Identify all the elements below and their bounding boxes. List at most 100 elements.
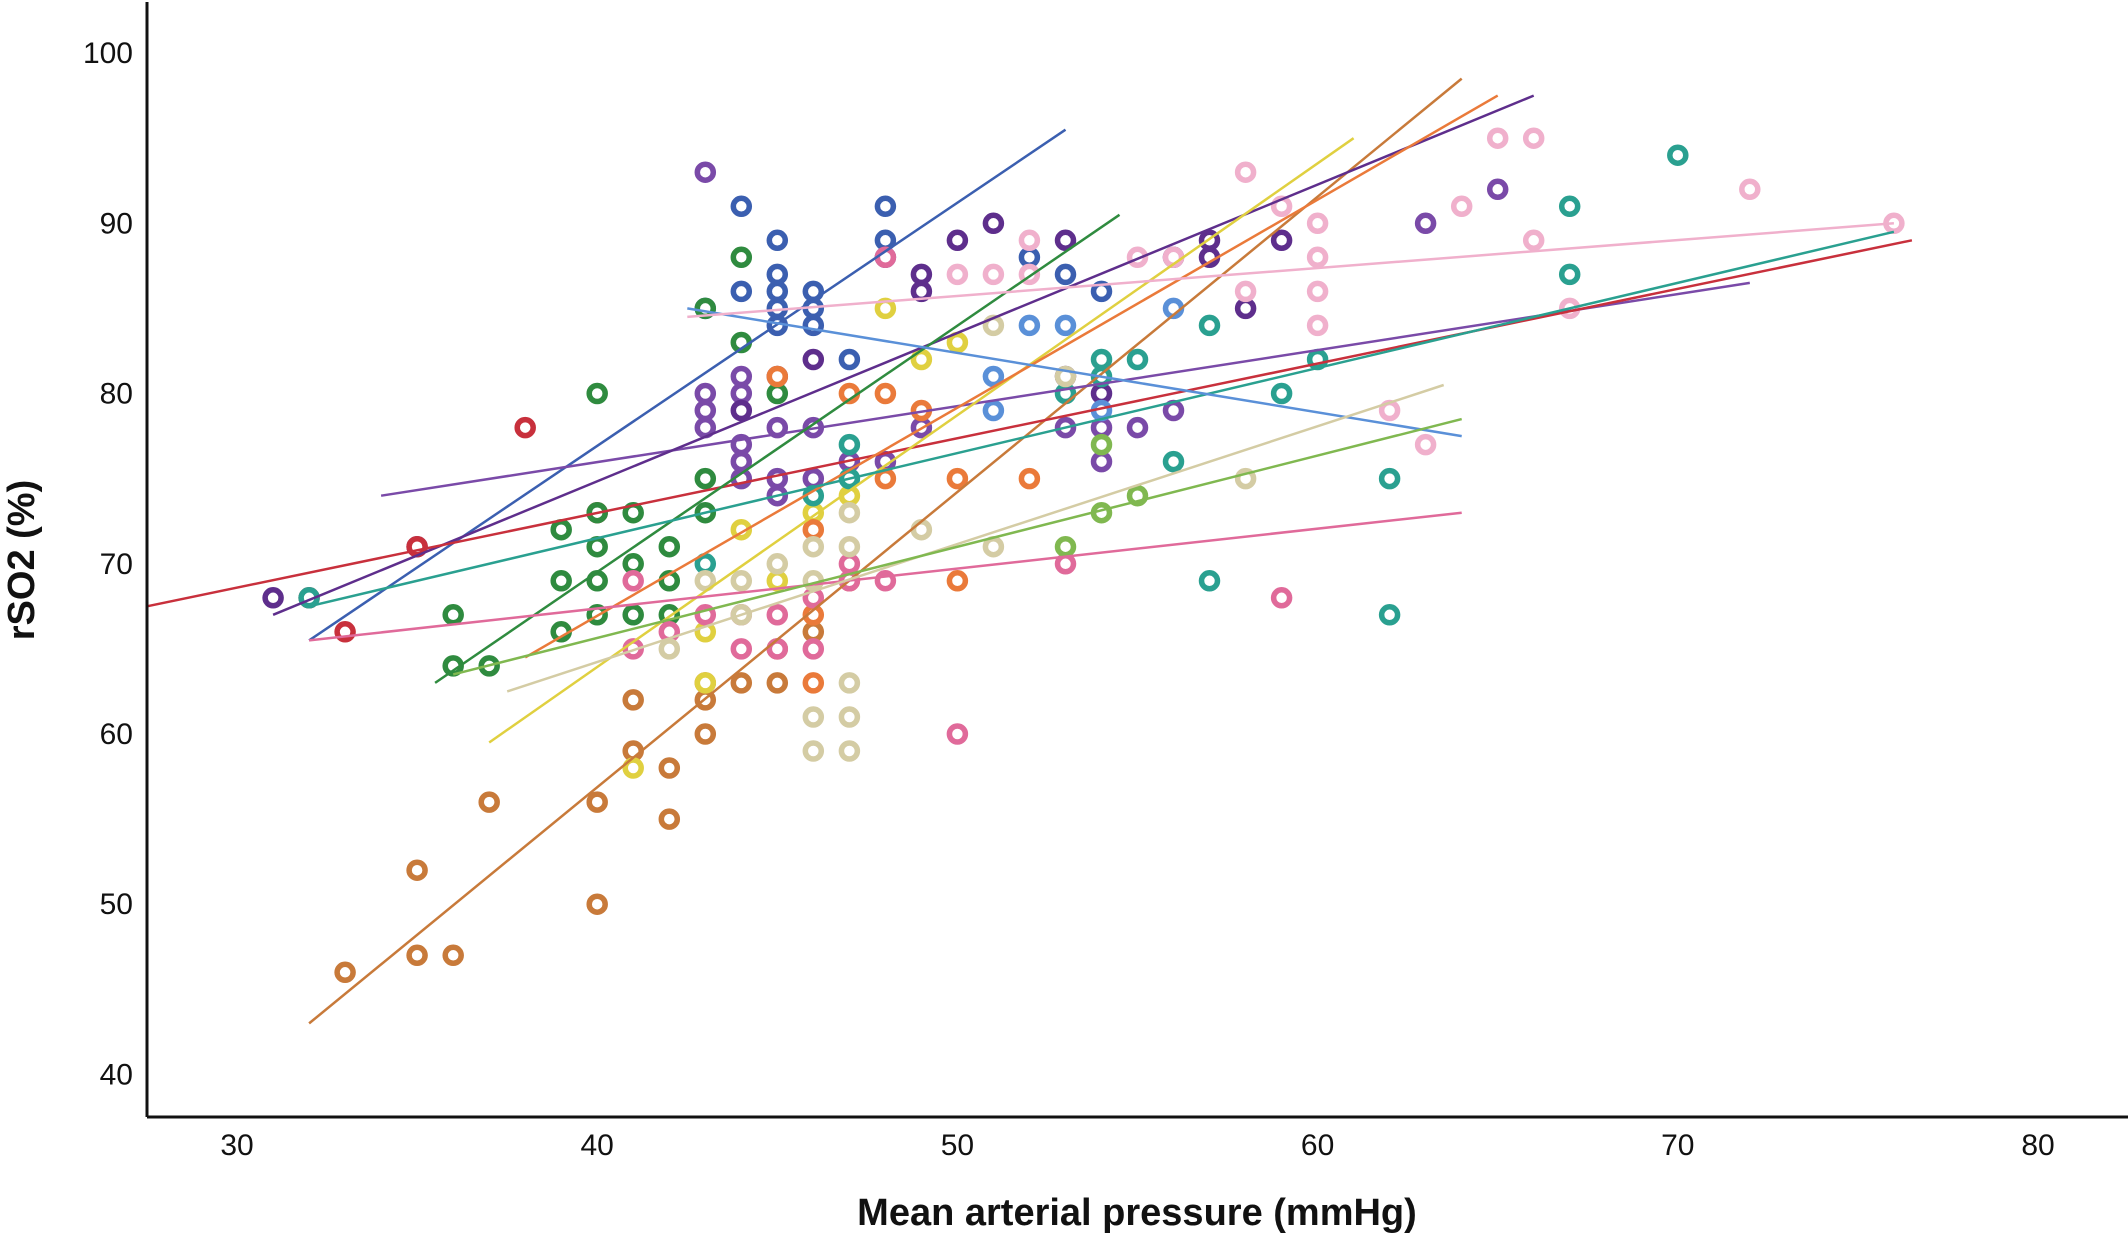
data-point: [802, 706, 825, 728]
data-point: [838, 501, 861, 524]
data-point: [1018, 229, 1041, 252]
data-point: [1198, 570, 1221, 592]
x-tick-label: 40: [581, 1129, 614, 1162]
series-9-fit-line: [308, 230, 1895, 608]
data-point: [766, 365, 789, 388]
series-13-points: [658, 314, 1257, 762]
data-point: [1090, 450, 1113, 473]
data-point: [1667, 144, 1689, 166]
data-point: [406, 859, 428, 881]
data-point: [838, 553, 861, 575]
data-point: [442, 604, 464, 626]
data-point: [730, 638, 753, 660]
data-point: [1522, 127, 1545, 149]
data-point: [802, 535, 825, 558]
data-point: [730, 672, 753, 694]
data-point: [1054, 535, 1077, 558]
data-point: [1090, 280, 1113, 303]
chart-marks: [262, 127, 1905, 984]
data-point: [874, 467, 897, 490]
y-tick-label: 80: [100, 378, 133, 411]
data-point: [694, 161, 717, 183]
data-point: [1739, 178, 1761, 201]
series-2-points: [694, 195, 1113, 371]
data-point: [982, 399, 1005, 422]
data-point: [1306, 314, 1329, 337]
data-point: [1378, 604, 1401, 626]
data-point: [442, 944, 464, 967]
data-point: [982, 365, 1005, 388]
data-point: [622, 570, 644, 592]
data-point: [838, 706, 861, 728]
data-point: [1090, 348, 1113, 371]
data-point: [1198, 314, 1221, 337]
data-point: [1414, 212, 1437, 235]
data-point: [766, 604, 789, 626]
data-point: [766, 229, 789, 252]
tick-labels: 30 40 50 60 70 80 40 50 60 70 80 90 100: [83, 37, 2055, 1162]
series-1-fit-line: [308, 77, 1463, 1025]
data-point: [766, 382, 789, 405]
data-point: [1054, 229, 1077, 252]
data-point: [694, 723, 717, 745]
data-point: [730, 450, 753, 473]
series-3-fit-line: [380, 281, 1750, 497]
series-14-fit-line: [452, 417, 1463, 676]
chart-axes: [145, 2, 2128, 1119]
x-tick-label: 70: [1661, 1129, 1694, 1162]
data-point: [982, 212, 1005, 235]
data-point: [838, 535, 861, 558]
x-tick-label: 50: [941, 1129, 974, 1162]
data-point: [730, 280, 753, 303]
data-point: [1414, 433, 1437, 456]
data-point: [802, 740, 825, 762]
data-point: [910, 280, 933, 303]
data-point: [1486, 127, 1509, 149]
fit-lines: [146, 77, 1913, 1025]
data-point: [694, 382, 717, 405]
series-8-fit-line: [524, 94, 1499, 659]
data-point: [1306, 212, 1329, 235]
series-5-fit-line: [146, 239, 1913, 608]
series-13-fit-line: [506, 383, 1445, 693]
y-tick-label: 70: [100, 548, 133, 581]
data-point: [946, 467, 969, 490]
data-point: [658, 808, 681, 830]
data-point: [946, 263, 969, 286]
data-point: [802, 621, 825, 643]
data-point: [838, 672, 861, 694]
series-11-fit-line: [308, 511, 1462, 642]
x-tick-label: 80: [2021, 1129, 2054, 1162]
data-point: [1054, 263, 1077, 286]
data-point: [1558, 195, 1581, 218]
data-point: [802, 348, 825, 371]
data-point: [1162, 399, 1185, 422]
data-point: [946, 331, 969, 354]
data-point: [1306, 246, 1329, 269]
series-11-points: [622, 246, 1293, 745]
data-point: [622, 689, 644, 711]
data-point: [874, 229, 897, 252]
data-point: [802, 518, 825, 541]
data-point: [1522, 229, 1545, 252]
series-12-fit-line: [687, 222, 1894, 319]
y-tick-label: 50: [100, 888, 133, 921]
data-point: [694, 553, 717, 575]
series-2-fit-line: [308, 128, 1067, 642]
data-point: [766, 672, 789, 694]
data-point: [622, 757, 644, 779]
data-point: [586, 535, 608, 558]
data-point: [1018, 246, 1041, 269]
data-point: [1558, 263, 1581, 286]
data-point: [406, 944, 428, 967]
data-point: [910, 263, 933, 286]
data-point: [982, 535, 1005, 558]
data-point: [766, 263, 789, 286]
data-point: [766, 416, 789, 439]
data-point: [550, 518, 572, 541]
data-point: [658, 757, 681, 779]
data-point: [730, 195, 753, 218]
data-point: [1018, 314, 1041, 337]
x-tick-label: 30: [220, 1129, 253, 1162]
data-point: [1486, 178, 1509, 201]
